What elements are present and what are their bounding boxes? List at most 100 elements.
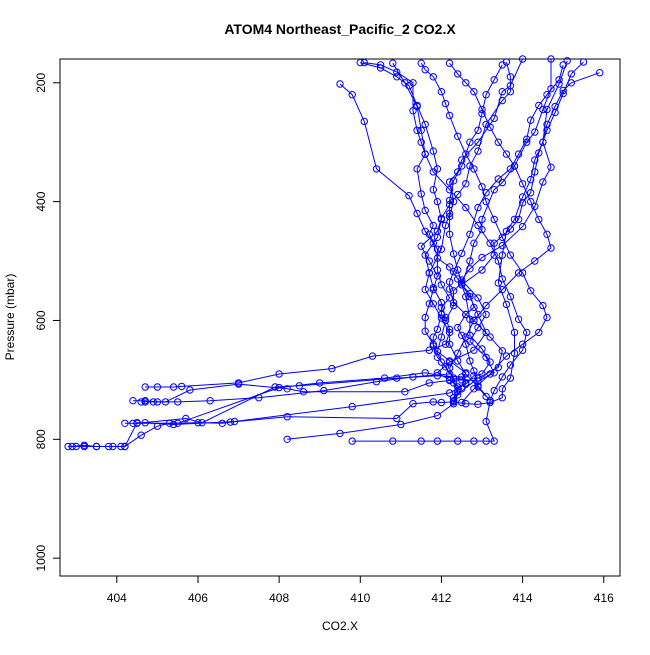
data-point bbox=[466, 293, 474, 301]
data-point bbox=[466, 230, 474, 239]
data-point bbox=[445, 200, 454, 209]
x-axis: 404 406 408 410 412 414 416 bbox=[107, 576, 614, 605]
data-point bbox=[348, 91, 356, 99]
data-point bbox=[109, 442, 117, 451]
data-point bbox=[502, 150, 511, 158]
data-point bbox=[445, 294, 454, 302]
data-point bbox=[502, 352, 511, 360]
data-point bbox=[299, 388, 308, 396]
x-tick-label: 404 bbox=[107, 591, 127, 605]
y-tick-label: 200 bbox=[34, 72, 48, 92]
data-point bbox=[64, 442, 72, 451]
data-point bbox=[437, 314, 446, 322]
x-tick-label: 412 bbox=[431, 591, 451, 605]
data-point bbox=[458, 331, 466, 339]
data-point bbox=[486, 123, 494, 132]
data-point bbox=[523, 135, 531, 143]
data-point bbox=[421, 206, 429, 215]
data-point bbox=[405, 192, 413, 200]
data-point bbox=[498, 347, 506, 355]
data-point bbox=[506, 293, 515, 301]
data-point bbox=[531, 128, 539, 136]
data-point bbox=[429, 221, 437, 230]
data-point bbox=[413, 209, 421, 218]
data-point bbox=[547, 244, 555, 252]
data-point bbox=[445, 230, 454, 239]
data-point bbox=[429, 340, 437, 348]
data-point bbox=[470, 346, 478, 354]
data-point bbox=[506, 73, 515, 81]
data-point bbox=[567, 79, 575, 87]
data-point bbox=[486, 333, 494, 341]
data-point bbox=[494, 257, 502, 265]
data-point bbox=[494, 138, 502, 146]
data-point bbox=[474, 294, 482, 302]
data-point bbox=[555, 76, 563, 84]
data-point bbox=[429, 284, 437, 292]
data-point bbox=[478, 215, 486, 224]
data-point bbox=[498, 394, 506, 402]
data-point bbox=[186, 386, 194, 394]
data-point bbox=[486, 370, 494, 378]
data-point bbox=[462, 400, 470, 408]
data-point bbox=[498, 251, 506, 259]
data-point bbox=[433, 233, 442, 242]
data-point bbox=[433, 197, 442, 206]
data-point bbox=[454, 275, 462, 283]
data-point bbox=[348, 402, 356, 411]
data-point bbox=[413, 165, 421, 173]
data-point bbox=[393, 414, 401, 423]
data-point bbox=[389, 59, 397, 67]
data-point bbox=[547, 55, 555, 63]
data-point bbox=[454, 391, 462, 399]
data-point bbox=[494, 175, 502, 183]
data-point bbox=[462, 333, 470, 341]
data-point bbox=[502, 227, 511, 236]
data-point bbox=[506, 361, 515, 369]
data-point bbox=[445, 389, 454, 397]
data-point bbox=[441, 313, 450, 322]
data-point bbox=[539, 105, 547, 114]
data-point bbox=[518, 180, 527, 188]
data-point bbox=[425, 346, 433, 354]
chart-title: ATOM4 Northeast_Pacific_2 CO2.X bbox=[224, 21, 456, 37]
data-point bbox=[462, 79, 470, 87]
data-point bbox=[466, 138, 474, 146]
data-point bbox=[539, 138, 547, 146]
data-point bbox=[478, 253, 486, 262]
data-point bbox=[121, 419, 129, 427]
data-point bbox=[230, 417, 239, 426]
data-point bbox=[454, 168, 462, 176]
data-point bbox=[462, 150, 470, 158]
data-point bbox=[466, 265, 474, 273]
y-tick-label: 1000 bbox=[34, 545, 48, 572]
data-point bbox=[531, 168, 539, 176]
data-point bbox=[490, 76, 498, 84]
data-point bbox=[474, 400, 482, 408]
data-point bbox=[506, 251, 515, 259]
data-point bbox=[425, 300, 433, 308]
data-point bbox=[283, 413, 291, 421]
data-point bbox=[518, 199, 527, 207]
y-tick-label: 800 bbox=[34, 429, 48, 449]
data-point bbox=[421, 327, 429, 335]
data-point bbox=[458, 249, 466, 258]
data-point bbox=[425, 269, 433, 277]
data-point bbox=[494, 363, 502, 372]
data-point bbox=[437, 298, 446, 307]
data-point bbox=[449, 250, 458, 258]
data-point bbox=[454, 349, 462, 357]
data-point bbox=[502, 300, 511, 309]
data-point bbox=[579, 58, 588, 66]
data-point bbox=[470, 165, 478, 173]
data-point bbox=[169, 420, 178, 429]
data-point bbox=[449, 298, 458, 307]
data-point bbox=[413, 126, 421, 135]
data-point bbox=[429, 147, 437, 155]
series-14 bbox=[445, 59, 555, 399]
data-point bbox=[336, 80, 344, 88]
series-9 bbox=[121, 69, 604, 427]
series-10 bbox=[336, 80, 490, 405]
data-point bbox=[498, 96, 506, 105]
